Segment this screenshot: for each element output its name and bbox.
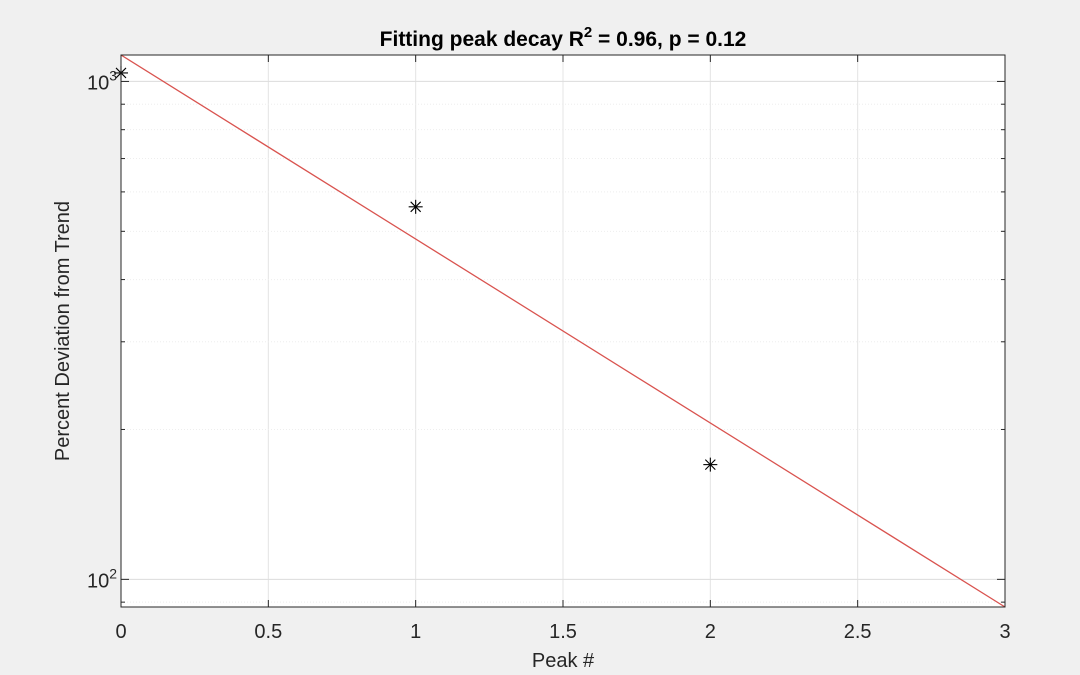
x-tick-label: 2.5 [844, 621, 872, 643]
data-point-marker [408, 199, 423, 214]
x-axis-label: Peak # [532, 650, 595, 672]
fit-line [120, 54, 1006, 608]
chart-title: Fitting peak decay R2 = 0.96, p = 0.12 [380, 24, 747, 51]
y-tick-label: 102 [87, 565, 117, 592]
x-tick-label: 3 [999, 621, 1010, 643]
fit-line-group [120, 54, 1006, 608]
x-tick-label: 1.5 [549, 621, 577, 643]
x-tick-label: 2 [705, 621, 716, 643]
axis-ticks [120, 55, 1006, 607]
x-tick-label: 1 [410, 621, 421, 643]
y-tick-label: 103 [87, 67, 117, 94]
x-tick-label: 0 [115, 621, 126, 643]
x-tick-labels: 0 0.5 1 1.5 2 2.5 3 [115, 621, 1010, 643]
y-tick-labels: 102 103 [87, 67, 117, 592]
y-axis-label: Percent Deviation from Trend [52, 201, 74, 461]
data-point-marker [703, 457, 718, 472]
x-tick-label: 0.5 [254, 621, 282, 643]
